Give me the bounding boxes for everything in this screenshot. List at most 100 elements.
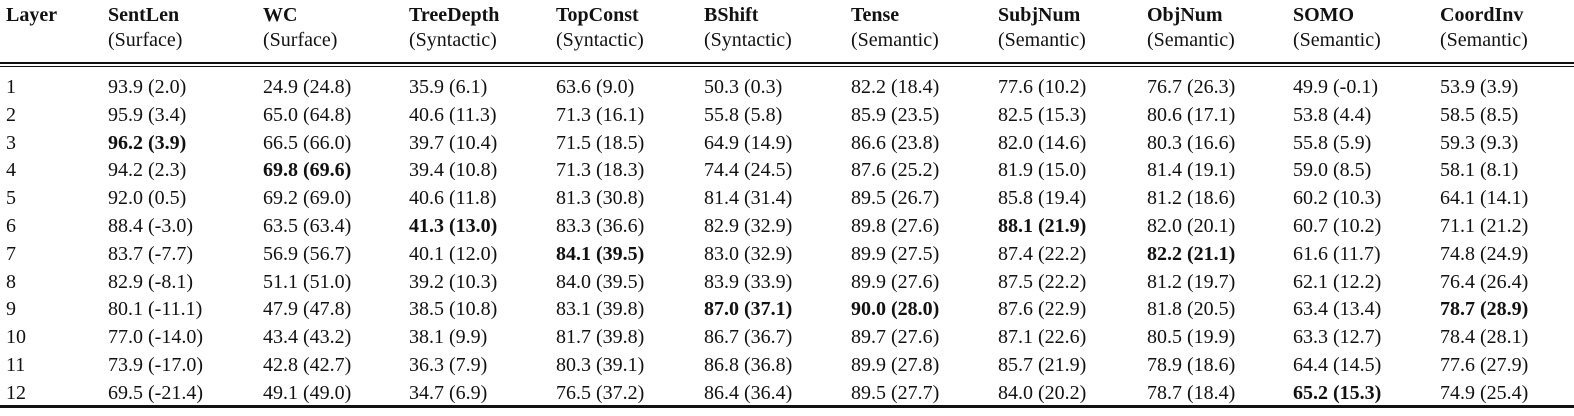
score-cell: 63.3 (12.7) [1293,326,1382,349]
score-cell: 89.9 (27.6) [851,270,940,293]
score-cell: 89.5 (26.7) [851,187,940,210]
table-row: 2 95.9 (3.4) 65.0 (64.8) 40.6 (11.3) 71.3 (1… [0,102,1574,130]
score-cell: 65.2 (15.3) [1293,381,1382,404]
layer-cell: 2 [6,103,16,126]
score-cell: 36.3 (7.9) [409,353,488,376]
column-category [0,28,102,63]
score-cell: 82.2 (18.4) [851,76,940,98]
column-header: BShift [704,3,759,26]
score-cell: 82.9 (-8.1) [108,270,193,293]
score-cell: 71.5 (18.5) [556,131,645,154]
layer-cell: 9 [6,298,16,321]
table-row: 11 73.9 (-17.0) 42.8 (42.7) 36.3 (7.9) 80.3 … [0,352,1574,380]
score-cell: 96.2 (3.9) [108,131,187,154]
score-cell: 83.9 (33.9) [704,270,793,293]
column-category: (Semantic) [998,28,1086,51]
score-cell: 40.6 (11.8) [409,187,497,210]
score-cell: 69.8 (69.6) [263,159,352,182]
score-cell: 59.3 (9.3) [1440,131,1519,154]
layer-cell: 5 [6,187,16,210]
score-cell: 89.9 (27.8) [851,353,940,376]
score-cell: 64.9 (14.9) [704,131,793,154]
score-cell: 89.7 (27.6) [851,326,940,349]
score-cell: 88.4 (-3.0) [108,214,193,237]
score-cell: 83.1 (39.8) [556,298,645,321]
score-cell: 87.5 (22.2) [998,270,1087,293]
score-cell: 63.4 (13.4) [1293,298,1382,321]
column-header: SentLen [108,3,180,26]
score-cell: 38.5 (10.8) [409,298,498,321]
score-cell: 66.5 (66.0) [263,131,352,154]
score-cell: 86.6 (23.8) [851,131,940,154]
score-cell: 86.7 (36.7) [704,326,793,349]
score-cell: 76.4 (26.4) [1440,270,1529,293]
score-cell: 77.6 (10.2) [998,76,1087,98]
score-cell: 38.1 (9.9) [409,326,488,349]
score-cell: 65.0 (64.8) [263,103,352,126]
table-row: 8 82.9 (-8.1) 51.1 (51.0) 39.2 (10.3) 84.0 (… [0,269,1574,297]
score-cell: 24.9 (24.8) [263,76,352,98]
score-cell: 40.1 (12.0) [409,242,498,265]
score-cell: 81.2 (19.7) [1147,270,1236,293]
layer-cell: 12 [6,381,26,404]
score-cell: 87.0 (37.1) [704,298,793,321]
score-cell: 80.5 (19.9) [1147,326,1236,349]
table-bottom-rule [0,405,1574,408]
table-row: 12 69.5 (-21.4) 49.1 (49.0) 34.7 (6.9) 76.5 … [0,380,1574,408]
score-cell: 39.4 (10.8) [409,159,498,182]
table-row: 6 88.4 (-3.0) 63.5 (63.4) 41.3 (13.0) 83.3 (… [0,213,1574,241]
score-cell: 81.4 (31.4) [704,187,793,210]
score-cell: 69.2 (69.0) [263,187,352,210]
score-cell: 49.9 (-0.1) [1293,76,1378,98]
score-cell: 90.0 (28.0) [851,298,940,321]
score-cell: 89.9 (27.5) [851,242,940,265]
score-cell: 80.1 (-11.1) [108,298,203,321]
score-cell: 71.3 (16.1) [556,103,645,126]
column-category: (Semantic) [1293,28,1381,51]
score-cell: 62.1 (12.2) [1293,270,1382,293]
score-cell: 85.7 (21.9) [998,353,1087,376]
layer-cell: 8 [6,270,16,293]
score-cell: 76.5 (37.2) [556,381,645,404]
score-cell: 34.7 (6.9) [409,381,488,404]
table-row: 1 93.9 (2.0) 24.9 (24.8) 35.9 (6.1) 63.6 (9.… [0,74,1574,102]
header-row-names: Layer SentLen WC TreeDepth TopConst BShift Ten… [0,0,1574,28]
score-cell: 81.3 (30.8) [556,187,645,210]
score-cell: 81.4 (19.1) [1147,159,1236,182]
score-cell: 77.0 (-14.0) [108,326,203,349]
score-cell: 40.6 (11.3) [409,103,497,126]
score-cell: 47.9 (47.8) [263,298,352,321]
score-cell: 84.1 (39.5) [556,242,645,265]
score-cell: 82.5 (15.3) [998,103,1087,126]
table-row: 7 83.7 (-7.7) 56.9 (56.7) 40.1 (12.0) 84.1 (… [0,241,1574,269]
column-header: SOMO [1293,3,1355,26]
score-cell: 64.4 (14.5) [1293,353,1382,376]
score-cell: 59.0 (8.5) [1293,159,1372,182]
score-cell: 41.3 (13.0) [409,214,498,237]
score-cell: 76.7 (26.3) [1147,76,1236,98]
score-cell: 80.3 (39.1) [556,353,645,376]
score-cell: 93.9 (2.0) [108,76,187,98]
column-category: (Surface) [108,28,183,51]
column-header: CoordInv [1440,3,1524,26]
column-header: TopConst [556,3,639,26]
score-cell: 87.1 (22.6) [998,326,1087,349]
score-cell: 85.8 (19.4) [998,187,1087,210]
score-cell: 86.8 (36.8) [704,353,793,376]
score-cell: 95.9 (3.4) [108,103,187,126]
score-cell: 81.2 (18.6) [1147,187,1236,210]
score-cell: 43.4 (43.2) [263,326,352,349]
score-cell: 69.5 (-21.4) [108,381,203,404]
layer-cell: 1 [6,76,16,98]
table-header: Layer SentLen WC TreeDepth TopConst BShift Ten… [0,0,1574,74]
score-cell: 71.3 (18.3) [556,159,645,182]
score-cell: 78.7 (28.9) [1440,298,1529,321]
table-row: 10 77.0 (-14.0) 43.4 (43.2) 38.1 (9.9) 81.7 … [0,324,1574,352]
table-row: 9 80.1 (-11.1) 47.9 (47.8) 38.5 (10.8) 83.1 … [0,296,1574,324]
score-cell: 61.6 (11.7) [1293,242,1381,265]
layer-cell: 11 [6,353,26,376]
layer-cell: 7 [6,242,16,265]
score-cell: 86.4 (36.4) [704,381,793,404]
table-row: 3 96.2 (3.9) 66.5 (66.0) 39.7 (10.4) 71.5 (1… [0,130,1574,158]
